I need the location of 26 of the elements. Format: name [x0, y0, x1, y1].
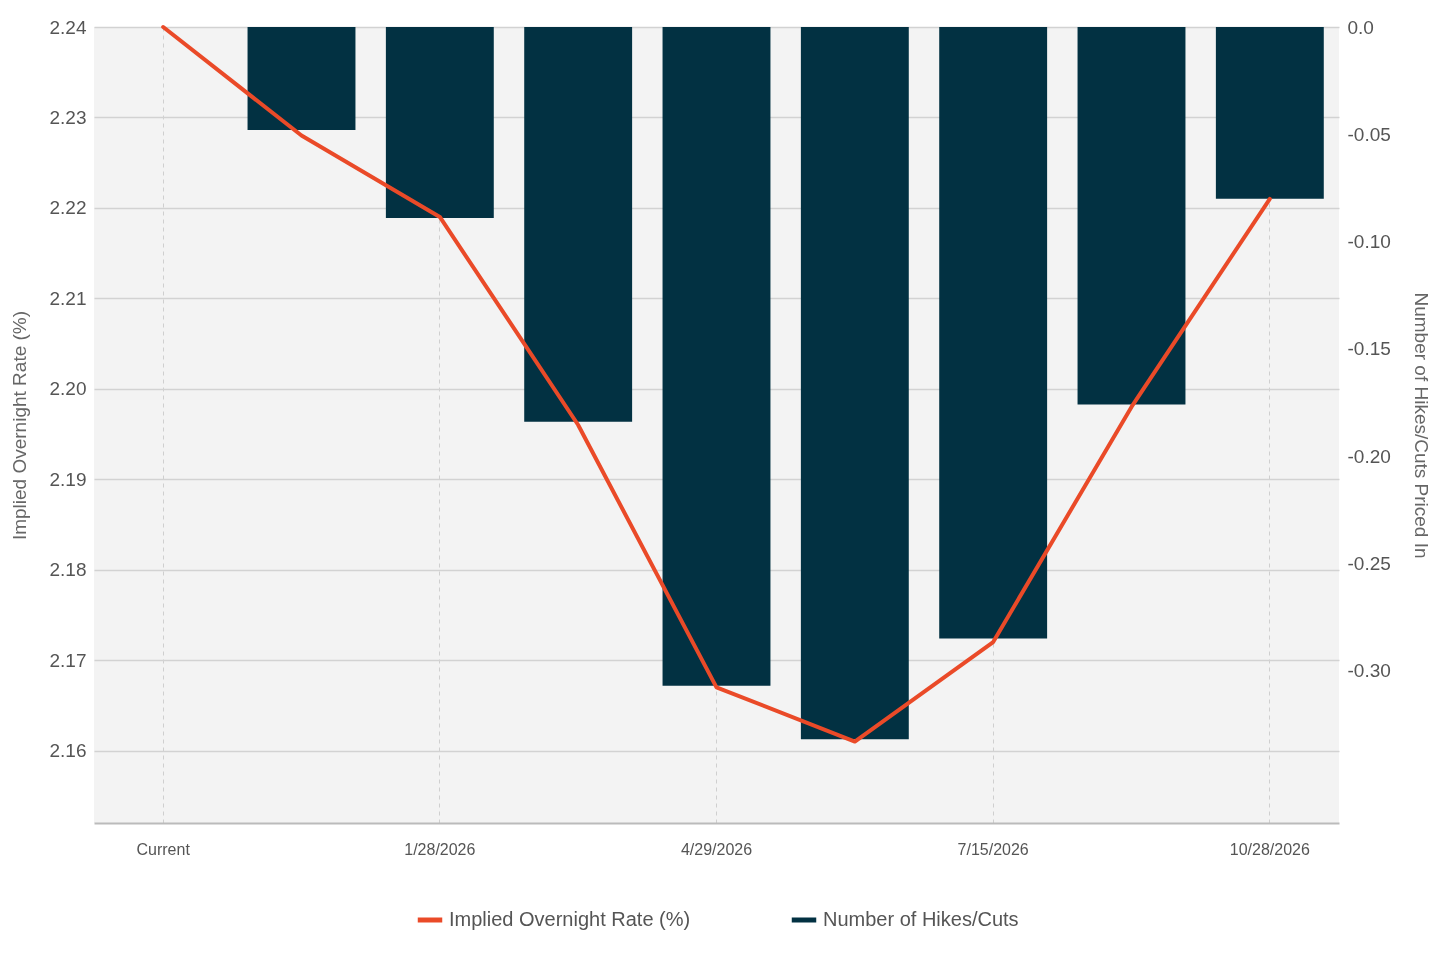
y2-tick-label: -0.10: [1347, 231, 1391, 253]
y-tick-label: 2.23: [49, 106, 87, 128]
x-tick-label: 4/29/2026: [680, 840, 753, 858]
y-tick-label: 2.19: [49, 468, 87, 490]
y2-tick-label: -0.20: [1347, 445, 1391, 467]
y2-tick-label: -0.05: [1347, 123, 1391, 145]
y-tick-label: 2.24: [49, 16, 87, 38]
line-series: [161, 25, 1272, 744]
y-tick-label: 2.17: [49, 649, 87, 671]
y2-tick-label: 0.0: [1347, 16, 1374, 38]
y-tick-label: 2.16: [49, 740, 87, 762]
y-axis-title: Implied Overnight Rate (%): [8, 310, 30, 541]
x-tick-label: 10/28/2026: [1229, 840, 1310, 858]
y-tick-label: 2.18: [49, 559, 87, 581]
x-tick-label: 1/28/2026: [404, 840, 476, 858]
y-tick-label: 2.22: [49, 197, 87, 219]
x-tick-label: Current: [136, 840, 191, 858]
legend-label: Number of Hikes/Cuts: [823, 908, 1019, 930]
x-tick-label: 7/15/2026: [957, 840, 1029, 858]
y2-tick-label: -0.15: [1347, 338, 1391, 360]
y2-tick-label: -0.30: [1347, 660, 1391, 682]
y2-axis-title: Number of Hikes/Cuts Priced In: [1410, 292, 1432, 559]
legend-label: Implied Overnight Rate (%): [449, 908, 691, 930]
y-tick-label: 2.20: [49, 378, 87, 400]
y2-tick-label: -0.25: [1347, 552, 1391, 574]
y-tick-label: 2.21: [49, 287, 87, 309]
